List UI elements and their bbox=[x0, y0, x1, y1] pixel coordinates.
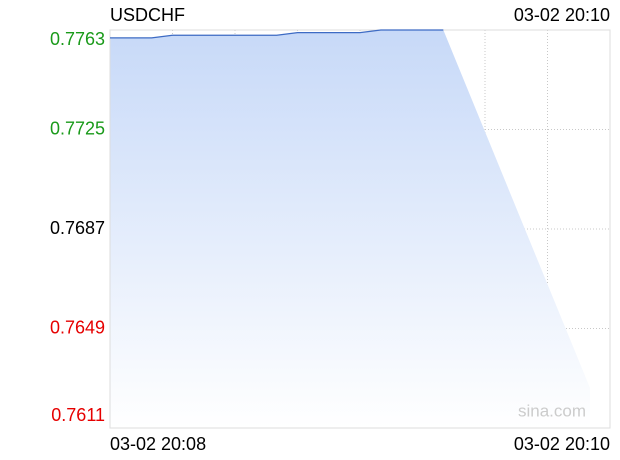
watermark: sina.com bbox=[518, 401, 586, 420]
price-line bbox=[110, 29, 444, 39]
x-tick-label: 03-02 20:08 bbox=[110, 434, 206, 454]
plot-frame bbox=[109, 29, 611, 429]
y-tick-label: 0.7611 bbox=[51, 405, 105, 425]
area-fill bbox=[110, 30, 590, 428]
y-tick-label: 0.7687 bbox=[50, 218, 105, 238]
y-tick-label: 0.7649 bbox=[50, 317, 105, 337]
time-label: 03-02 20:10 bbox=[514, 5, 610, 25]
x-tick-label: 03-02 20:10 bbox=[514, 434, 610, 454]
y-tick-label: 0.7725 bbox=[50, 118, 105, 138]
chart-title: USDCHF bbox=[110, 5, 185, 25]
y-tick-label: 0.7763 bbox=[50, 29, 105, 49]
